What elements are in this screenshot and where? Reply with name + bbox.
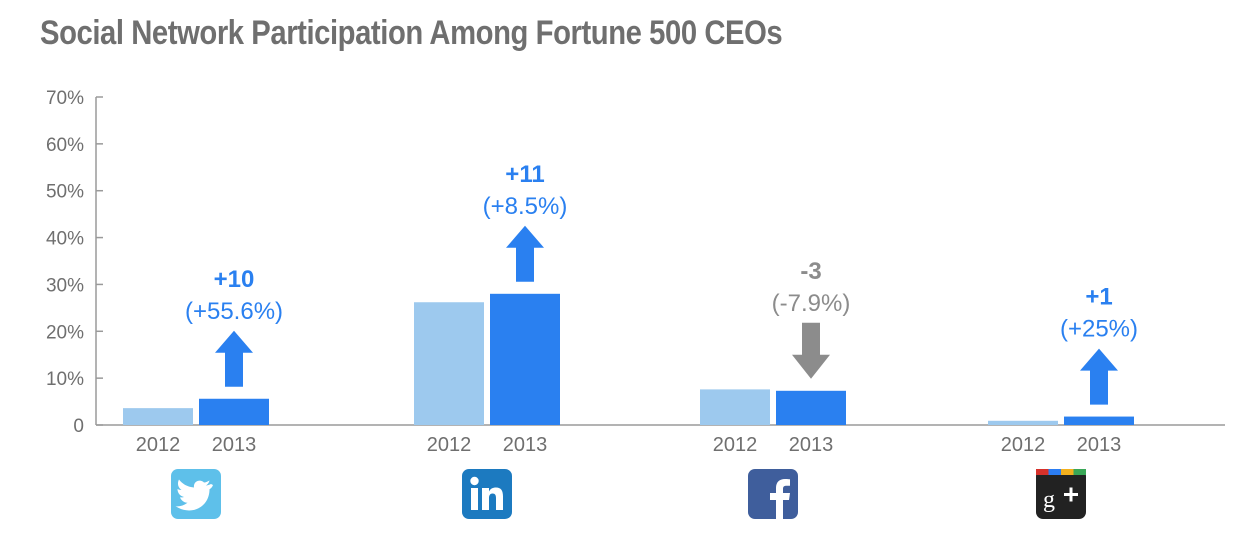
bar-2012 xyxy=(414,302,484,425)
percent-change-label: (+8.5%) xyxy=(483,193,568,220)
absolute-change-label: +1 xyxy=(1085,284,1112,311)
absolute-change-label: +10 xyxy=(214,266,255,293)
linkedin-i-dot xyxy=(470,476,479,486)
google-stripe-blue xyxy=(1048,469,1061,475)
absolute-change-label: +11 xyxy=(505,161,544,188)
y-tick-label: 70% xyxy=(46,88,84,109)
bar-2013 xyxy=(1064,416,1134,425)
y-tick-label: 0 xyxy=(73,416,84,437)
google-stripe-red xyxy=(1036,469,1049,475)
x-tick-label: 2013 xyxy=(503,434,548,456)
linkedin-icon xyxy=(462,469,512,519)
x-tick-label: 2013 xyxy=(212,434,257,456)
google-stripe-yellow xyxy=(1061,469,1074,475)
x-tick-label: 2012 xyxy=(1001,434,1046,456)
increase-arrow-icon xyxy=(215,330,253,387)
bar-2012 xyxy=(123,408,193,425)
google-stripe-green xyxy=(1073,469,1086,475)
bar-2013 xyxy=(776,390,846,425)
bar-2013 xyxy=(490,293,560,425)
percent-change-label: (-7.9%) xyxy=(772,290,851,317)
linkedin-i-stem xyxy=(471,488,478,510)
facebook-icon xyxy=(748,469,798,519)
x-tick-label: 2013 xyxy=(789,434,834,456)
x-tick-label: 2012 xyxy=(136,434,181,456)
x-tick-label: 2012 xyxy=(713,434,758,456)
y-tick-label: 60% xyxy=(46,135,84,156)
y-tick-label: 10% xyxy=(46,369,84,390)
facebook-f-shape xyxy=(770,479,790,519)
bar-2012 xyxy=(988,420,1058,425)
y-tick-label: 30% xyxy=(46,275,84,296)
y-tick-label: 50% xyxy=(46,182,84,203)
bar-2013 xyxy=(199,398,269,425)
absolute-change-label: -3 xyxy=(800,258,821,285)
google-plus-icon-background xyxy=(1036,469,1086,519)
chart-title: Social Network Participation Among Fortu… xyxy=(40,14,783,52)
percent-change-label: (+25%) xyxy=(1060,316,1138,343)
google-plus-vertical xyxy=(1069,487,1073,502)
percent-change-label: (+55.6%) xyxy=(185,298,283,325)
x-tick-label: 2013 xyxy=(1077,434,1122,456)
twitter-icon xyxy=(171,469,221,519)
bar-2012 xyxy=(700,389,770,425)
decrease-arrow-icon xyxy=(792,322,830,379)
y-tick-label: 20% xyxy=(46,322,84,343)
increase-arrow-icon xyxy=(1080,348,1118,405)
google-plus-icon: g xyxy=(1036,469,1086,519)
google-g-glyph: g xyxy=(1043,487,1055,513)
y-tick-label: 40% xyxy=(46,229,84,250)
increase-arrow-icon xyxy=(506,225,544,282)
x-tick-label: 2012 xyxy=(427,434,472,456)
linkedin-n-shape xyxy=(482,487,503,510)
twitter-bird-shape xyxy=(175,479,213,511)
